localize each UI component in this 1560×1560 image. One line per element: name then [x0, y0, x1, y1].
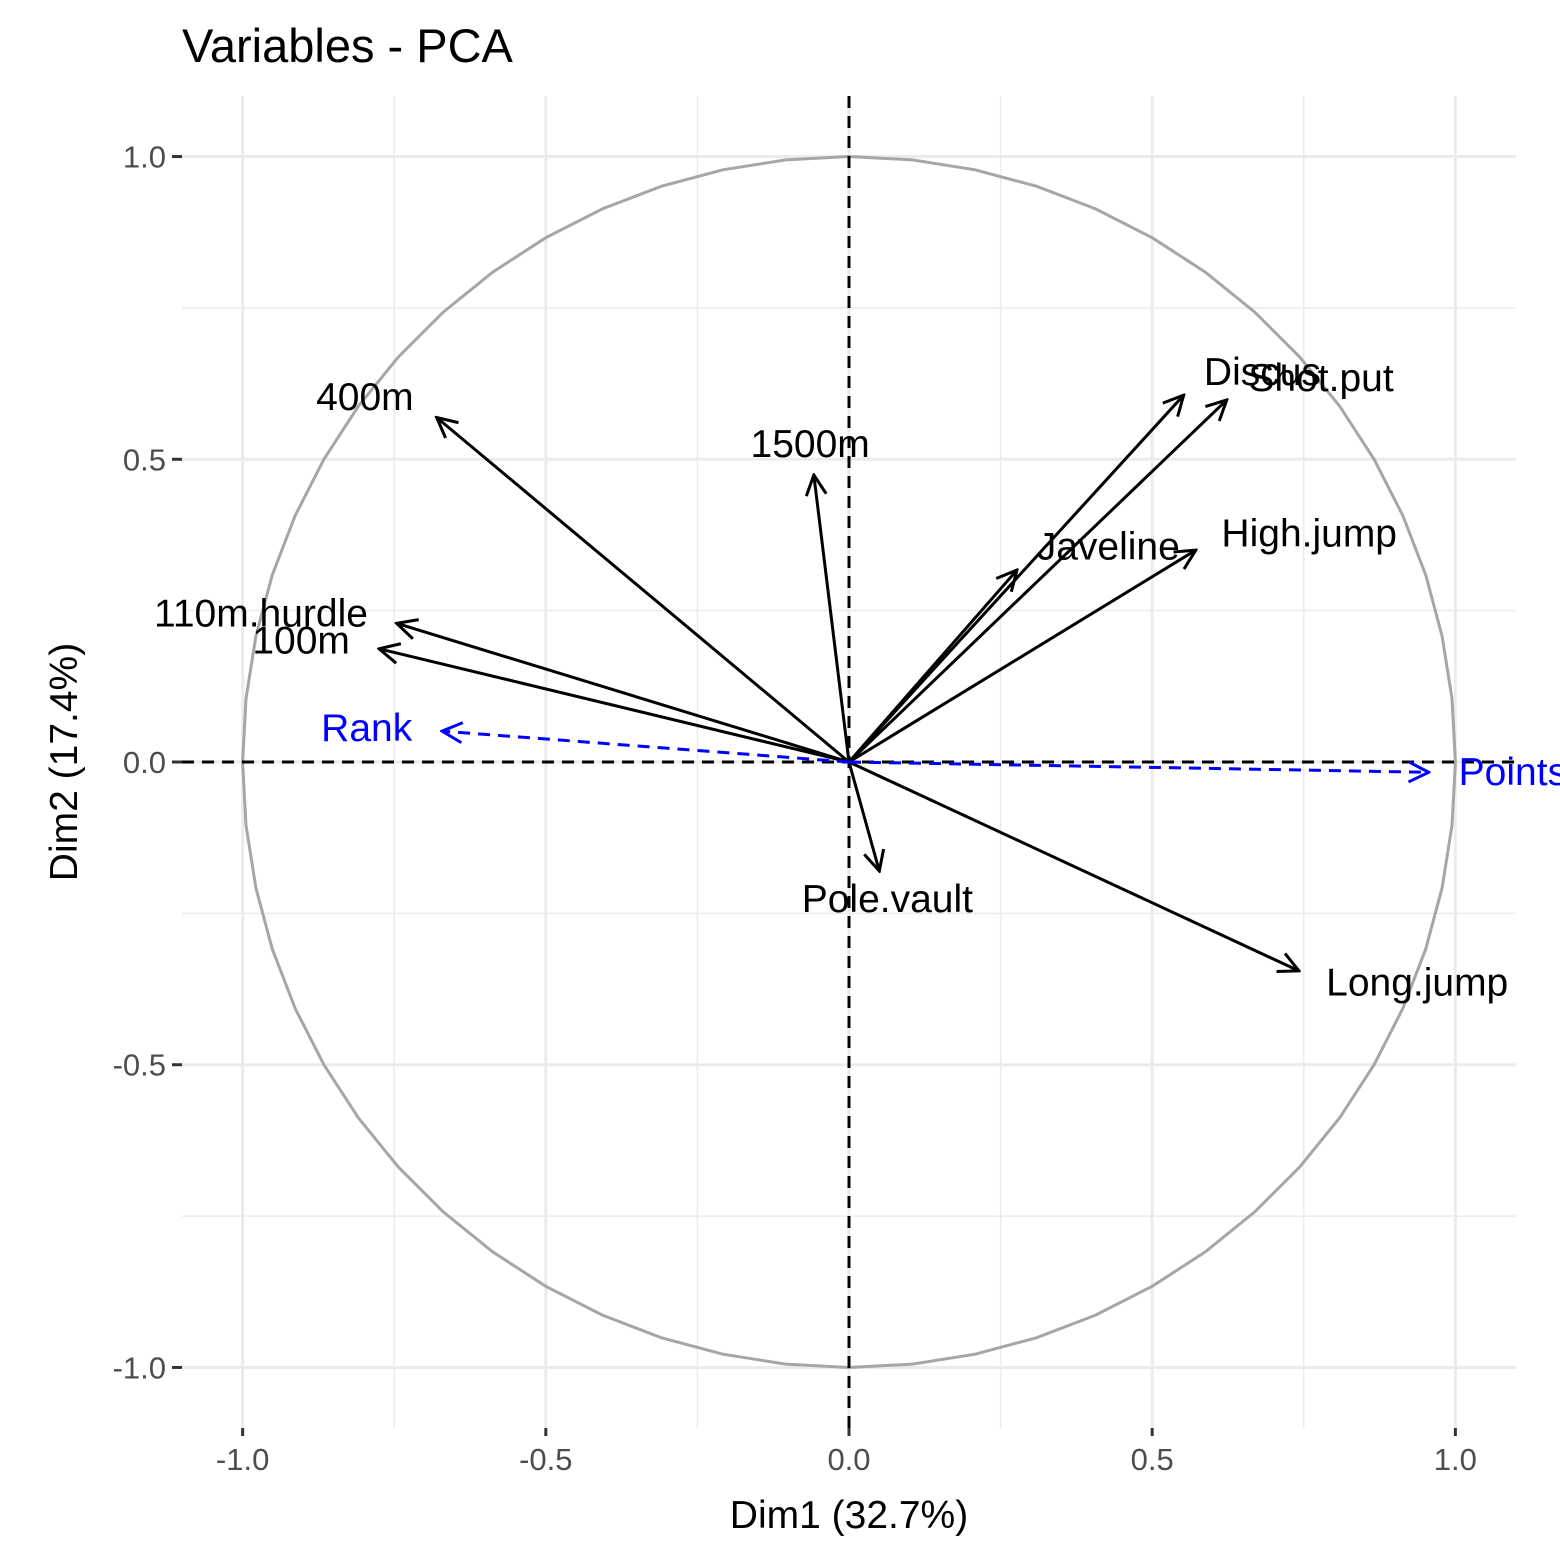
- x-tick-label: 1.0: [1434, 1442, 1477, 1477]
- chart-title: Variables - PCA: [182, 19, 514, 72]
- y-tick-label: 0.5: [123, 442, 166, 477]
- label-400m: 400m: [316, 376, 414, 419]
- label-rank: Rank: [321, 707, 413, 750]
- variable-arrows: [379, 395, 1429, 971]
- x-axis-title: Dim1 (32.7%): [730, 1494, 968, 1537]
- label-high-jump: High.jump: [1221, 512, 1397, 555]
- label-110m-hurdle: 110m.hurdle: [154, 593, 368, 636]
- label-long-jump: Long.jump: [1326, 962, 1508, 1005]
- arrow-1500m: [814, 475, 851, 763]
- arrow-points: [848, 760, 1429, 772]
- axes: -1.0 -0.5 0.0 0.5 1.0 -1.0 -0.5 0.0 0.5 1.0: [113, 140, 1477, 1477]
- arrow-pole-vault: [847, 761, 879, 871]
- x-tick-label: -0.5: [519, 1442, 572, 1477]
- label-pole-vault: Pole.vault: [802, 878, 973, 921]
- label-javeline: Javeline: [1037, 525, 1180, 568]
- y-tick-label: -0.5: [113, 1048, 166, 1083]
- arrow-110m-hurdle: [397, 623, 850, 764]
- x-tick-label: -1.0: [216, 1442, 269, 1477]
- arrow-discus: [847, 395, 1184, 764]
- x-tick-label: 0.0: [827, 1442, 870, 1477]
- label-points: Points: [1459, 751, 1560, 794]
- arrow-rank: [442, 731, 850, 764]
- arrow-high-jump: [848, 550, 1196, 764]
- arrow-long-jump: [848, 760, 1299, 971]
- y-tick-label: 0.0: [123, 745, 166, 780]
- label-discus: Discus: [1204, 351, 1321, 394]
- y-tick-label: 1.0: [123, 140, 166, 175]
- y-tick-label: -1.0: [113, 1350, 166, 1385]
- label-1500m: 1500m: [751, 423, 870, 466]
- label-shot-put: Shot.put: [1248, 357, 1393, 400]
- arrow-javeline: [847, 570, 1017, 763]
- arrow-400m: [437, 417, 850, 764]
- label-100m: 100m: [252, 620, 350, 663]
- y-axis-title: Dim2 (17.4%): [43, 643, 86, 881]
- arrow-100m: [379, 649, 850, 764]
- x-tick-label: 0.5: [1131, 1442, 1174, 1477]
- variable-labels: 100m Long.jump Shot.put High.jump 400m 110m.h…: [154, 351, 1560, 1005]
- arrow-shot-put: [847, 400, 1227, 764]
